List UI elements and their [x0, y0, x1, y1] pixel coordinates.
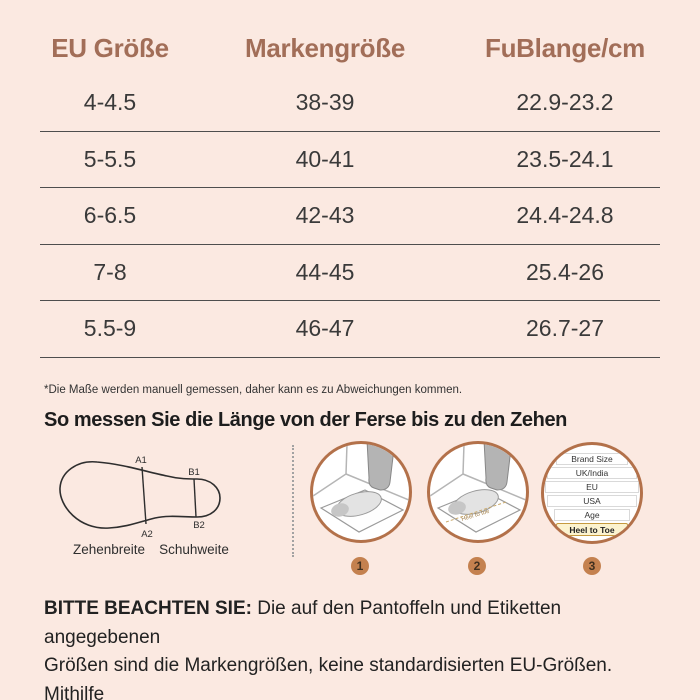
toe-width-caption: Zehenbreite [73, 542, 146, 557]
table-cell: 25.4-26 [525, 258, 604, 285]
label-a2: A2 [141, 529, 153, 540]
measurement-footnote: *Die Maße werden manuell gemessen, daher… [44, 384, 463, 396]
table-row: 7-8 44-45 25.4-26 [40, 245, 660, 301]
table-cell: 38-39 [295, 89, 355, 116]
table-cell: 24.4-24.8 [516, 202, 614, 229]
label-b1: B1 [188, 467, 200, 478]
step1-illustration [310, 441, 412, 543]
table-cell: 5.5-9 [83, 315, 137, 342]
shoe-width-caption: Schuhweite [159, 542, 229, 557]
measure-section-heading: So messen Sie die Länge von der Ferse bi… [44, 409, 567, 431]
table-row: 5-5.5 40-41 23.5-24.1 [40, 132, 660, 188]
size-label-row: Brand Size [556, 453, 628, 465]
notice-heading: BITTE BEACHTEN SIE: [44, 598, 252, 619]
foot-measure-icon: Heel to toe [430, 444, 526, 533]
table-cell: 5-5.5 [83, 145, 137, 172]
table-cell: 6-6.5 [83, 202, 137, 229]
size-table-header-row: EU Größe Markengröße FuBlange/cm [40, 22, 660, 75]
column-header-eu: EU Größe [51, 33, 169, 63]
toe-width-line [141, 466, 147, 525]
table-cell: 40-41 [295, 145, 355, 172]
table-row: 6-6.5 42-43 24.4-24.8 [40, 188, 660, 245]
table-row: 5.5-9 46-47 26.7-27 [40, 301, 660, 358]
step3-illustration: Brand Size UK/India EU USA Age Heel to T… [541, 442, 643, 544]
table-cell: 46-47 [295, 315, 355, 342]
size-label-row: Age [554, 509, 630, 521]
label-b2: B2 [193, 520, 205, 531]
size-table: EU Größe Markengröße FuBlange/cm 4-4.5 3… [40, 22, 660, 358]
table-cell: 4-4.5 [83, 89, 137, 116]
foot-on-paper-icon [313, 444, 409, 533]
column-header-footlength: FuBlange/cm [485, 33, 645, 63]
sole-diagram: A1 A2 B1 B2 [59, 455, 221, 540]
section-divider [292, 445, 294, 557]
step-number-badge: 1 [351, 557, 369, 575]
table-cell: 22.9-23.2 [516, 89, 614, 116]
table-cell: 44-45 [295, 258, 355, 285]
table-row: 4-4.5 38-39 22.9-23.2 [40, 75, 660, 132]
size-label-list: Brand Size UK/India EU USA Age Heel to T… [545, 453, 639, 536]
notice-line: BITTE BEACHTEN SIE: Die auf den Pantoffe… [44, 598, 562, 648]
size-label-row: UK/India [547, 467, 637, 479]
size-label-row: USA [547, 495, 637, 507]
table-cell: 42-43 [295, 202, 355, 229]
sole-outline [59, 461, 221, 529]
step-number-badge: 3 [583, 557, 601, 575]
column-header-brand: Markengröße [245, 33, 405, 63]
table-cell: 26.7-27 [525, 315, 604, 342]
sole-caption: Zehenbreite Schuhweite [73, 542, 229, 557]
notice-line: Größen sind die Markengrößen, keine stan… [44, 655, 613, 700]
table-cell: 23.5-24.1 [516, 145, 614, 172]
table-cell: 7-8 [93, 258, 127, 285]
step-number-badge: 2 [468, 557, 486, 575]
heel-to-toe-highlight: Heel to Toe [556, 523, 628, 536]
shoe-width-line [193, 478, 197, 518]
size-label-row: EU [545, 481, 639, 493]
notice-paragraph: BITTE BEACHTEN SIE: Die auf den Pantoffe… [44, 595, 674, 700]
step2-illustration: Heel to toe [427, 441, 529, 543]
label-a1: A1 [135, 455, 147, 466]
